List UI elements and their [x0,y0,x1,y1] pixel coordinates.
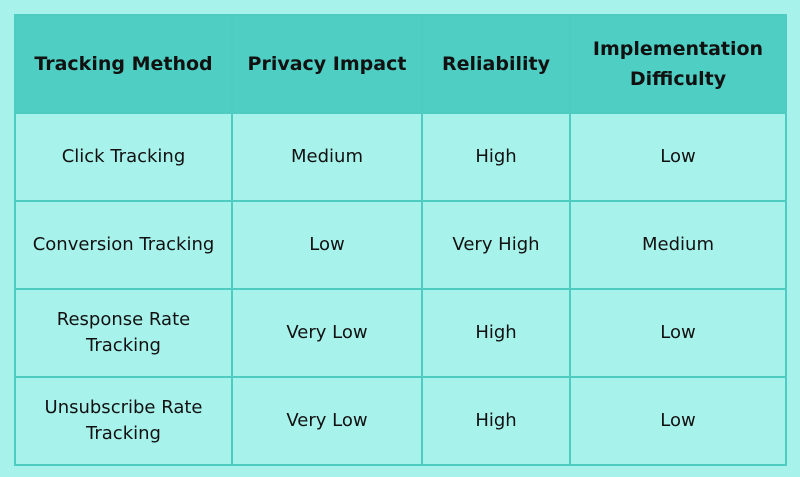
cell-implementation-difficulty: Low [569,112,787,202]
tracking-methods-table: Tracking Method Privacy Impact Reliabili… [14,14,787,466]
cell-implementation-difficulty: Low [569,288,787,378]
table-row: Conversion Tracking Low Very High Medium [14,200,787,290]
header-implementation-difficulty: Implementation Difficulty [569,14,787,114]
cell-tracking-method: Conversion Tracking [14,200,233,290]
header-reliability: Reliability [421,14,571,114]
cell-implementation-difficulty: Low [569,376,787,466]
header-privacy-impact: Privacy Impact [231,14,423,114]
cell-privacy-impact: Very Low [231,376,423,466]
header-row: Tracking Method Privacy Impact Reliabili… [14,14,787,114]
cell-reliability: High [421,112,571,202]
cell-privacy-impact: Low [231,200,423,290]
cell-reliability: Very High [421,200,571,290]
header-tracking-method: Tracking Method [14,14,233,114]
cell-tracking-method: Response Rate Tracking [14,288,233,378]
table-row: Response Rate Tracking Very Low High Low [14,288,787,378]
cell-privacy-impact: Very Low [231,288,423,378]
cell-privacy-impact: Medium [231,112,423,202]
table-row: Click Tracking Medium High Low [14,112,787,202]
cell-implementation-difficulty: Medium [569,200,787,290]
comparison-table-container: Tracking Method Privacy Impact Reliabili… [14,14,787,466]
cell-tracking-method: Click Tracking [14,112,233,202]
cell-reliability: High [421,288,571,378]
cell-reliability: High [421,376,571,466]
table-row: Unsubscribe Rate Tracking Very Low High … [14,376,787,466]
cell-tracking-method: Unsubscribe Rate Tracking [14,376,233,466]
